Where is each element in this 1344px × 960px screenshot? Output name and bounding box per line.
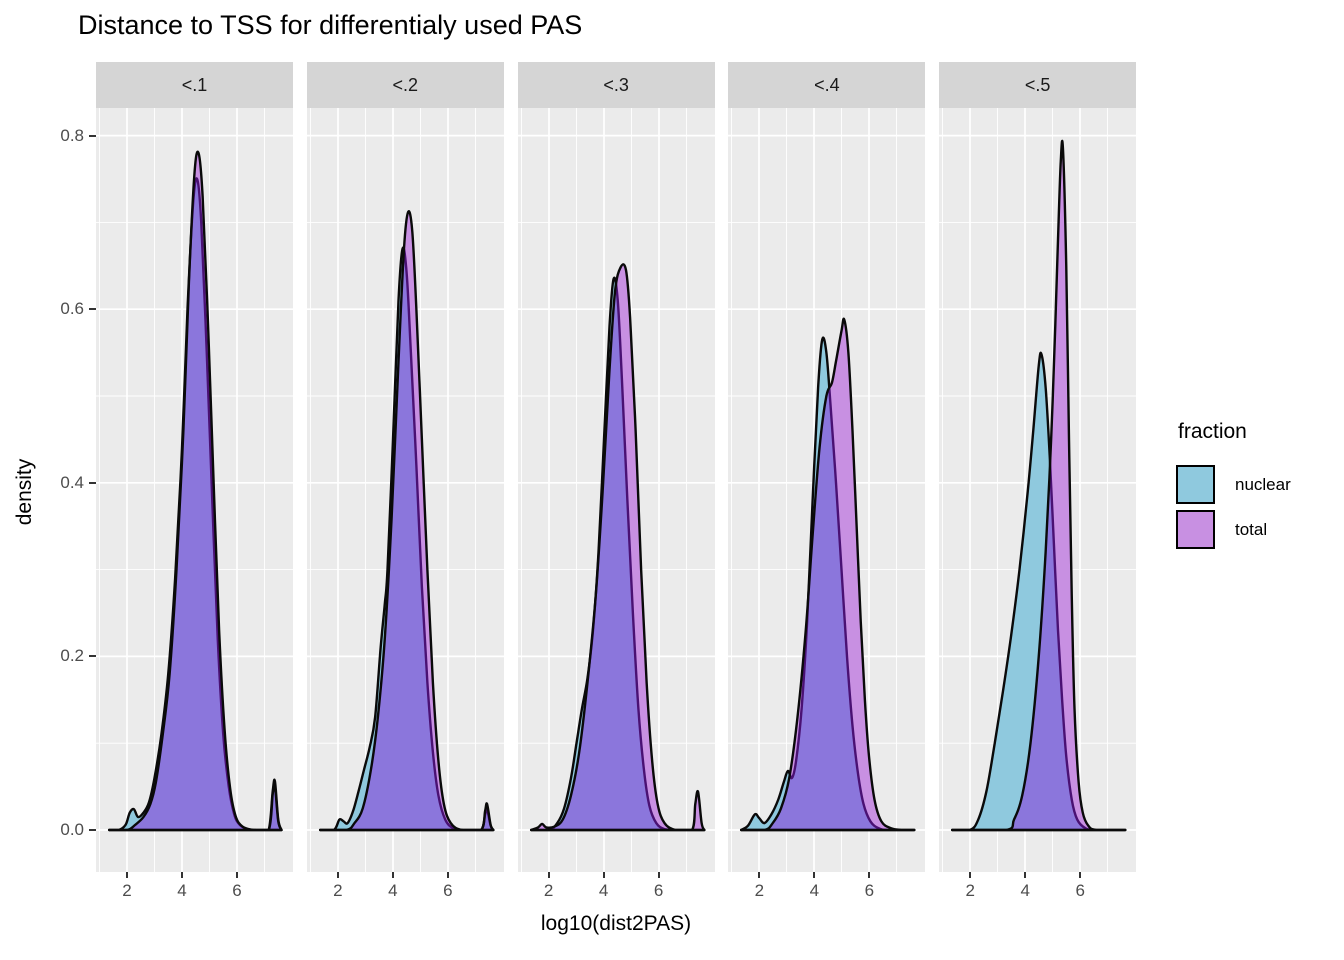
legend-key-swatch [1176, 510, 1215, 549]
x-tick-mark [868, 872, 871, 878]
facet-strip: <.1 [96, 62, 293, 108]
x-tick-label: 2 [543, 881, 554, 900]
y-tick-label: 0.2 [60, 646, 84, 666]
y-tick-mark [89, 308, 96, 311]
facet-panel [728, 108, 926, 872]
y-tick-mark [89, 481, 96, 484]
facet-strip: <.4 [728, 62, 926, 108]
x-tick-mark [758, 872, 761, 878]
x-tick-label: 4 [598, 881, 609, 900]
facet-strip-label: <.4 [814, 74, 840, 95]
x-tick-mark [1079, 872, 1082, 878]
facet-panel [517, 108, 715, 872]
x-tick-label: 2 [333, 881, 343, 900]
x-tick-label: 2 [965, 881, 975, 900]
legend-label: total [1235, 519, 1268, 539]
y-tick-label: 0.4 [60, 472, 84, 492]
facet-strip-label: <.3 [603, 74, 629, 95]
x-tick-label: 6 [653, 881, 664, 900]
facet-panel [96, 108, 293, 872]
x-tick-label: 6 [443, 881, 453, 900]
y-tick-mark [89, 134, 96, 137]
x-tick-mark [391, 872, 394, 878]
x-tick-mark [181, 872, 183, 878]
x-tick-label: 6 [1075, 881, 1085, 900]
y-tick-label: 0.6 [60, 299, 84, 319]
y-axis-title: density [13, 458, 36, 526]
x-axis-title: log10(dist2PAS) [540, 912, 692, 935]
x-tick-mark [813, 872, 816, 878]
x-tick-label: 6 [232, 881, 242, 900]
legend-label: nuclear [1235, 474, 1291, 494]
chart-title: Distance to TSS for differentialy used P… [78, 10, 583, 40]
legend-entries: nuclear total [1176, 462, 1291, 552]
x-tick-label: 4 [809, 881, 820, 900]
legend-entry: total [1176, 507, 1291, 552]
x-tick-label: 2 [122, 881, 132, 900]
x-tick-mark [969, 872, 972, 878]
legend-key-swatch [1176, 465, 1215, 504]
facet-strip-label: <.5 [1024, 74, 1051, 95]
x-tick-label: 2 [754, 881, 765, 900]
x-tick-label: 4 [388, 881, 398, 900]
x-tick-label: 6 [864, 881, 875, 900]
x-tick-label: 4 [1020, 881, 1030, 900]
facet-strip: <.2 [306, 62, 504, 108]
legend: fraction nuclear total [1176, 420, 1291, 552]
legend-entry: nuclear [1176, 462, 1291, 507]
y-tick-label: 0.8 [60, 125, 84, 145]
x-tick-mark [126, 872, 128, 878]
legend-title: fraction [1178, 420, 1247, 443]
x-tick-mark [602, 872, 605, 878]
x-tick-mark [547, 872, 550, 878]
facet-strip: <.5 [939, 62, 1137, 108]
facet-strip-label: <.1 [181, 74, 208, 95]
x-tick-label: 4 [177, 881, 187, 900]
y-tick-label: 0.0 [60, 820, 84, 839]
x-tick-mark [336, 872, 339, 878]
facet-strip: <.3 [517, 62, 715, 108]
y-tick-mark [89, 655, 96, 658]
x-tick-mark [1024, 872, 1027, 878]
facet-panel [306, 108, 504, 872]
facet-panel [939, 108, 1137, 872]
x-tick-mark [446, 872, 449, 878]
x-tick-mark [657, 872, 660, 878]
x-tick-mark [236, 872, 238, 878]
y-tick-mark [89, 829, 96, 831]
facet-strip-label: <.2 [392, 74, 419, 95]
